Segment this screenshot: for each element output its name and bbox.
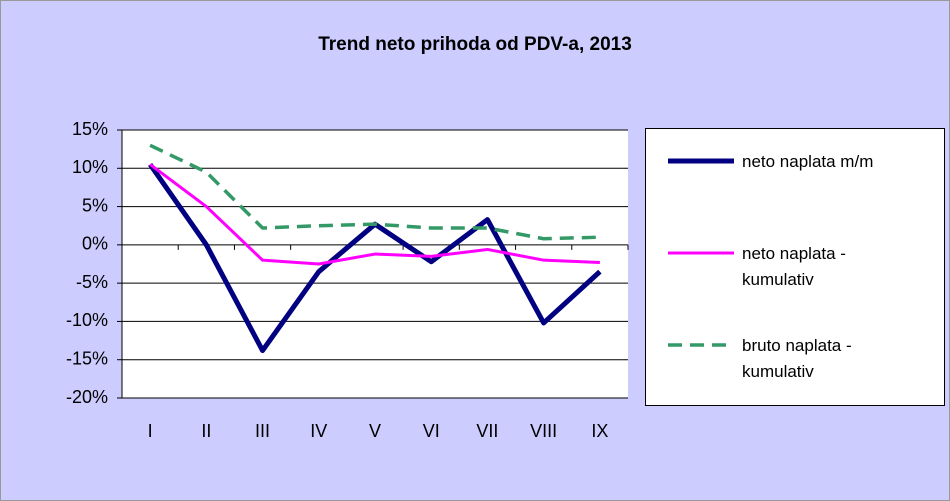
x-tick-label: V: [369, 421, 381, 441]
x-tick-label: III: [255, 421, 270, 441]
legend-entry: bruto naplata - kumulativ: [666, 333, 914, 385]
x-tick-label: IX: [591, 421, 608, 441]
legend-entry: neto naplata - kumulativ: [666, 241, 914, 293]
y-tick-label: 10%: [72, 157, 108, 177]
legend-label: bruto naplata - kumulativ: [742, 336, 852, 381]
legend: neto naplata m/m neto naplata - kumulativ…: [645, 128, 945, 406]
y-tick-label: 0%: [82, 234, 108, 254]
legend-label: neto naplata m/m: [742, 152, 874, 171]
legend-entry: neto naplata m/m: [666, 149, 914, 175]
y-tick-label: -15%: [66, 348, 108, 368]
legend-swatch: [668, 343, 734, 347]
y-tick-label: 5%: [82, 195, 108, 215]
plot-area: [122, 130, 628, 398]
x-tick-label: IV: [310, 421, 327, 441]
x-tick-label: VII: [476, 421, 498, 441]
x-tick-label: I: [148, 421, 153, 441]
y-tick-label: -5%: [76, 272, 108, 292]
legend-label: neto naplata - kumulativ: [742, 244, 846, 289]
y-tick-label: 15%: [72, 119, 108, 139]
chart-title: Trend neto prihoda od PDV-a, 2013: [318, 34, 632, 55]
series-line: [149, 143, 600, 241]
y-tick-label: -20%: [66, 387, 108, 407]
x-tick-label: VI: [423, 421, 440, 441]
x-tick-label: VIII: [530, 421, 557, 441]
legend-swatch: [668, 251, 734, 255]
x-tick-label: II: [201, 421, 211, 441]
legend-swatch: [668, 158, 734, 164]
y-tick-label: -10%: [66, 310, 108, 330]
series-line: [149, 163, 600, 266]
